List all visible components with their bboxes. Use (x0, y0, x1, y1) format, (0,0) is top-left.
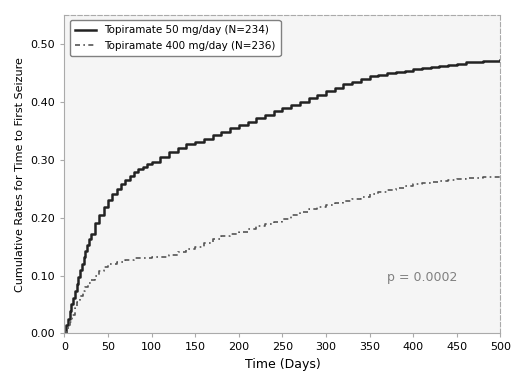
Topiramate 400 mg/day (N=236) (61, 331, 67, 336)
Line: Topiramate 400 mg/day (N=236): Topiramate 400 mg/day (N=236) (64, 176, 501, 334)
Topiramate 50 mg/day (N=234) (227, 126, 233, 131)
Topiramate 50 mg/day (N=234) (61, 331, 67, 336)
Topiramate 50 mg/day (N=234) (401, 68, 408, 73)
Legend: Topiramate 50 mg/day (N=234), Topiramate 400 mg/day (N=236): Topiramate 50 mg/day (N=234), Topiramate… (69, 20, 280, 56)
Line: Topiramate 50 mg/day (N=234): Topiramate 50 mg/day (N=234) (64, 60, 501, 334)
Topiramate 400 mg/day (N=236) (157, 255, 164, 259)
Topiramate 50 mg/day (N=234) (92, 221, 98, 226)
Topiramate 400 mg/day (N=236) (306, 207, 312, 211)
Topiramate 50 mg/day (N=234) (410, 67, 417, 72)
Topiramate 50 mg/day (N=234) (498, 58, 504, 63)
Topiramate 400 mg/day (N=236) (498, 174, 504, 178)
Topiramate 50 mg/day (N=234) (100, 205, 107, 210)
Text: p = 0.0002: p = 0.0002 (387, 271, 458, 284)
Topiramate 400 mg/day (N=236) (114, 259, 120, 264)
Y-axis label: Cumulative Rates for Time to First Seizure: Cumulative Rates for Time to First Seizu… (15, 57, 25, 292)
Topiramate 400 mg/day (N=236) (87, 277, 94, 282)
Topiramate 400 mg/day (N=236) (131, 256, 137, 261)
Topiramate 50 mg/day (N=234) (114, 186, 120, 191)
X-axis label: Time (Days): Time (Days) (245, 358, 320, 371)
Topiramate 400 mg/day (N=236) (148, 255, 155, 259)
